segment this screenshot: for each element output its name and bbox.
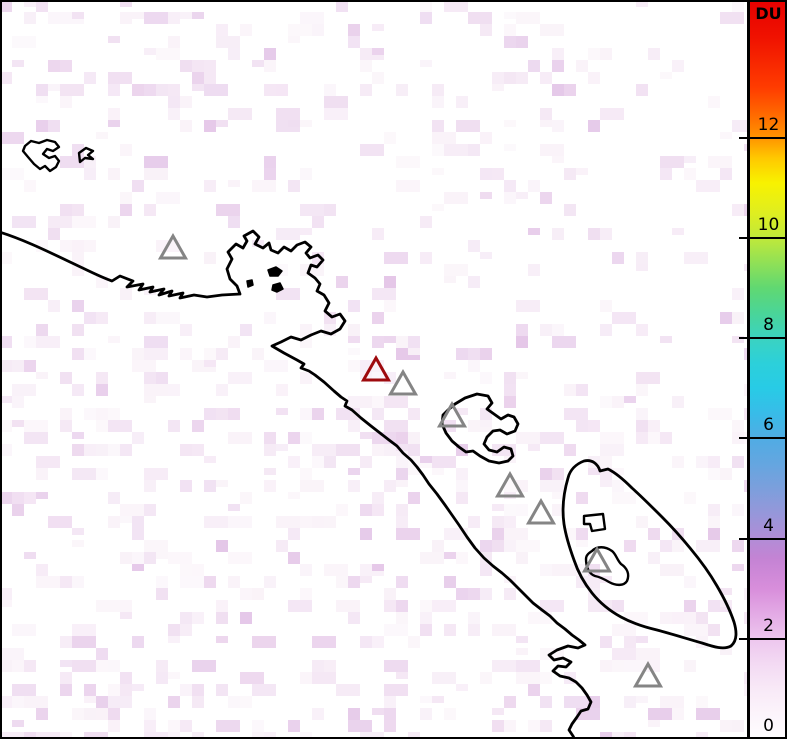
colorbar-tick: [750, 236, 787, 239]
volcano-marker: [525, 497, 557, 525]
small-island-northwest-coastline: [21, 138, 61, 173]
bay-islet-3-coastline: [246, 279, 254, 288]
colorbar-tick-label: 6: [763, 415, 774, 436]
colorbar-tick: [750, 437, 787, 440]
noise-layer: [0, 0, 747, 739]
colorbar-tick: [750, 637, 787, 640]
large-island-west-lagoon-coastline: [582, 512, 607, 533]
colorbar-tick: [750, 337, 787, 340]
map-canvas: [0, 0, 747, 739]
colorbar-tick-mark: [739, 437, 747, 440]
colorbar-tick-mark: [739, 337, 747, 340]
bay-islet-1-coastline: [267, 266, 283, 277]
umboi-island-coastline: [440, 392, 520, 465]
colorbar-tick-label: 10: [757, 214, 780, 235]
colorbar-tick-mark: [739, 637, 747, 640]
volcano-marker: [581, 545, 613, 573]
colorbar-tick-label: 8: [763, 315, 774, 336]
small-island-chevron-coastline: [77, 146, 95, 164]
colorbar-tick-mark: [739, 136, 747, 139]
volcano-marker-active: [360, 354, 392, 382]
colorbar-tick: [750, 136, 787, 139]
colorbar-tick-label: 4: [763, 515, 774, 536]
colorbar-tick-label: 2: [763, 615, 774, 636]
coastline-layer: [0, 138, 738, 739]
volcano-marker: [494, 470, 526, 498]
so2-map: [0, 0, 747, 739]
colorbar-tick-label: 12: [757, 114, 780, 135]
volcano-marker-layer: [157, 232, 664, 688]
bay-islet-2-coastline: [271, 282, 284, 293]
volcano-marker: [436, 400, 468, 428]
volcano-marker: [632, 660, 664, 688]
colorbar-tick: [750, 537, 787, 540]
volcano-marker: [157, 232, 189, 260]
colorbar: DU 12 10 8 6 4 2 0: [739, 0, 787, 739]
caldera-lake-coastline: [584, 546, 630, 587]
colorbar-tick-label: 0: [763, 716, 774, 736]
colorbar-tick-mark: [739, 537, 747, 540]
colorbar-unit-label: DU: [755, 4, 782, 23]
volcano-marker: [387, 368, 419, 396]
large-island-coastline: [561, 459, 738, 650]
colorbar-tick-mark: [739, 236, 747, 239]
mainland-coastline-coastline: [0, 229, 593, 739]
